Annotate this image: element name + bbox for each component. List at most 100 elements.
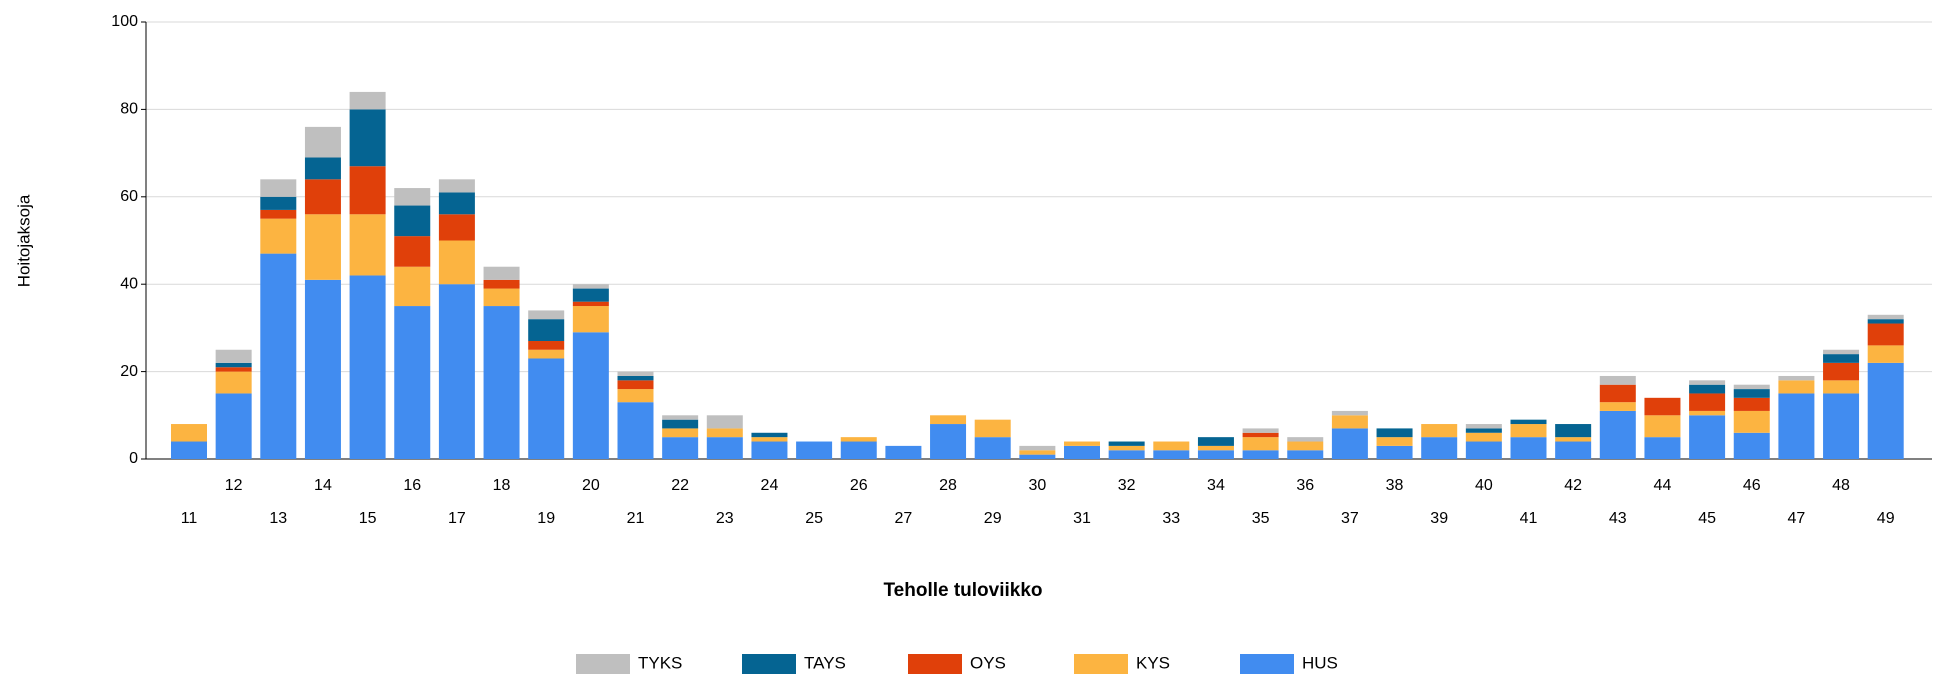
bar-segment: [1599, 410, 1636, 459]
bar-segment: [572, 284, 609, 289]
bar-segment: [349, 109, 386, 167]
x-tick-label: 23: [716, 510, 734, 527]
bar-segment: [1242, 432, 1279, 438]
bar-segment: [617, 389, 654, 403]
legend-swatch: [1074, 654, 1128, 674]
x-tick-label: 13: [269, 510, 287, 527]
bar-segment: [1778, 375, 1815, 381]
bar-segment: [215, 362, 252, 368]
bar-segment: [304, 214, 341, 280]
legend-label: TAYS: [804, 653, 846, 672]
bar-segment: [349, 91, 386, 110]
y-tick-label: 100: [111, 13, 138, 30]
bar-segment: [528, 310, 565, 320]
bar-segment: [930, 415, 967, 425]
y-tick-label: 60: [120, 188, 138, 205]
bar-segment: [304, 179, 341, 215]
bar-segment: [1197, 445, 1234, 451]
bar-segment: [751, 437, 788, 442]
legend-label: TYKS: [638, 653, 682, 672]
bar-segment: [394, 205, 431, 237]
bar-segment: [1733, 410, 1770, 433]
bar-segment: [706, 437, 743, 459]
bar-segment: [1733, 397, 1770, 411]
bar-segment: [1465, 424, 1502, 429]
bar-segment: [1599, 375, 1636, 385]
bar-segment: [572, 288, 609, 302]
bar-segment: [1823, 380, 1860, 394]
bar-segment: [1287, 450, 1324, 459]
bar-segment: [438, 284, 475, 459]
bar-segment: [1555, 437, 1592, 442]
bar-segment: [617, 371, 654, 376]
x-tick-label: 20: [582, 477, 600, 494]
bar-segment: [1108, 450, 1145, 459]
bar-segment: [304, 279, 341, 459]
x-tick-label: 31: [1073, 510, 1091, 527]
bar-segment: [1778, 393, 1815, 459]
bar-segment: [840, 437, 877, 442]
x-tick-label: 43: [1609, 510, 1627, 527]
bar-segment: [662, 437, 699, 459]
bar-segment: [1555, 441, 1592, 459]
bar-segment: [1242, 428, 1279, 433]
legend-swatch: [908, 654, 962, 674]
bar-segment: [706, 428, 743, 438]
bar-segment: [528, 358, 565, 459]
bar-segment: [1421, 424, 1458, 438]
bar-segment: [1644, 437, 1681, 459]
bar-segment: [617, 402, 654, 459]
bar-segment: [349, 214, 386, 276]
x-tick-label: 37: [1341, 510, 1359, 527]
x-tick-label: 36: [1296, 477, 1314, 494]
x-tick-label: 25: [805, 510, 823, 527]
bar-segment: [1465, 441, 1502, 459]
bar-segment: [171, 441, 207, 459]
bar-segment: [1331, 415, 1368, 429]
bar-segment: [1331, 410, 1368, 416]
bar-segment: [1823, 349, 1860, 355]
bar-segment: [572, 332, 609, 459]
bar-segment: [438, 179, 475, 193]
bar-segment: [796, 441, 833, 459]
bar-segment: [394, 188, 431, 206]
bar-segment: [1689, 384, 1726, 394]
bar-segment: [974, 437, 1011, 459]
bar-segment: [1331, 428, 1368, 459]
bar-segment: [483, 288, 520, 307]
bar-segment: [1064, 441, 1100, 446]
bar-segment: [662, 415, 699, 420]
x-tick-label: 41: [1520, 510, 1538, 527]
bar-segment: [438, 192, 475, 215]
y-tick-label: 40: [120, 275, 138, 292]
bar-segment: [1599, 384, 1636, 403]
x-tick-label: 18: [493, 477, 511, 494]
bar-segment: [885, 445, 922, 459]
bar-segment: [1867, 314, 1904, 320]
bar-segment: [572, 306, 609, 333]
bar-segment: [1867, 319, 1904, 324]
y-tick-label: 80: [120, 101, 138, 118]
bar-segment: [349, 275, 386, 459]
bar-segment: [1421, 437, 1458, 459]
legend-swatch: [742, 654, 796, 674]
bar-segment: [662, 419, 699, 429]
bar-segment: [260, 253, 297, 459]
bar-segment: [1867, 362, 1904, 459]
bar-segment: [1510, 419, 1547, 425]
bar-segment: [260, 179, 297, 197]
bar-segment: [1599, 402, 1636, 411]
x-tick-label: 33: [1162, 510, 1180, 527]
bar-segment: [215, 349, 252, 363]
bar-segment: [1823, 393, 1860, 459]
x-tick-label: 48: [1832, 477, 1850, 494]
bar-segment: [1064, 445, 1100, 459]
bar-segment: [394, 236, 431, 267]
x-tick-label: 28: [939, 477, 957, 494]
bar-segment: [528, 349, 565, 359]
bar-segment: [1465, 428, 1502, 433]
bar-segment: [1287, 437, 1324, 442]
bar-segment: [1108, 445, 1145, 451]
bar-segment: [1689, 393, 1726, 411]
